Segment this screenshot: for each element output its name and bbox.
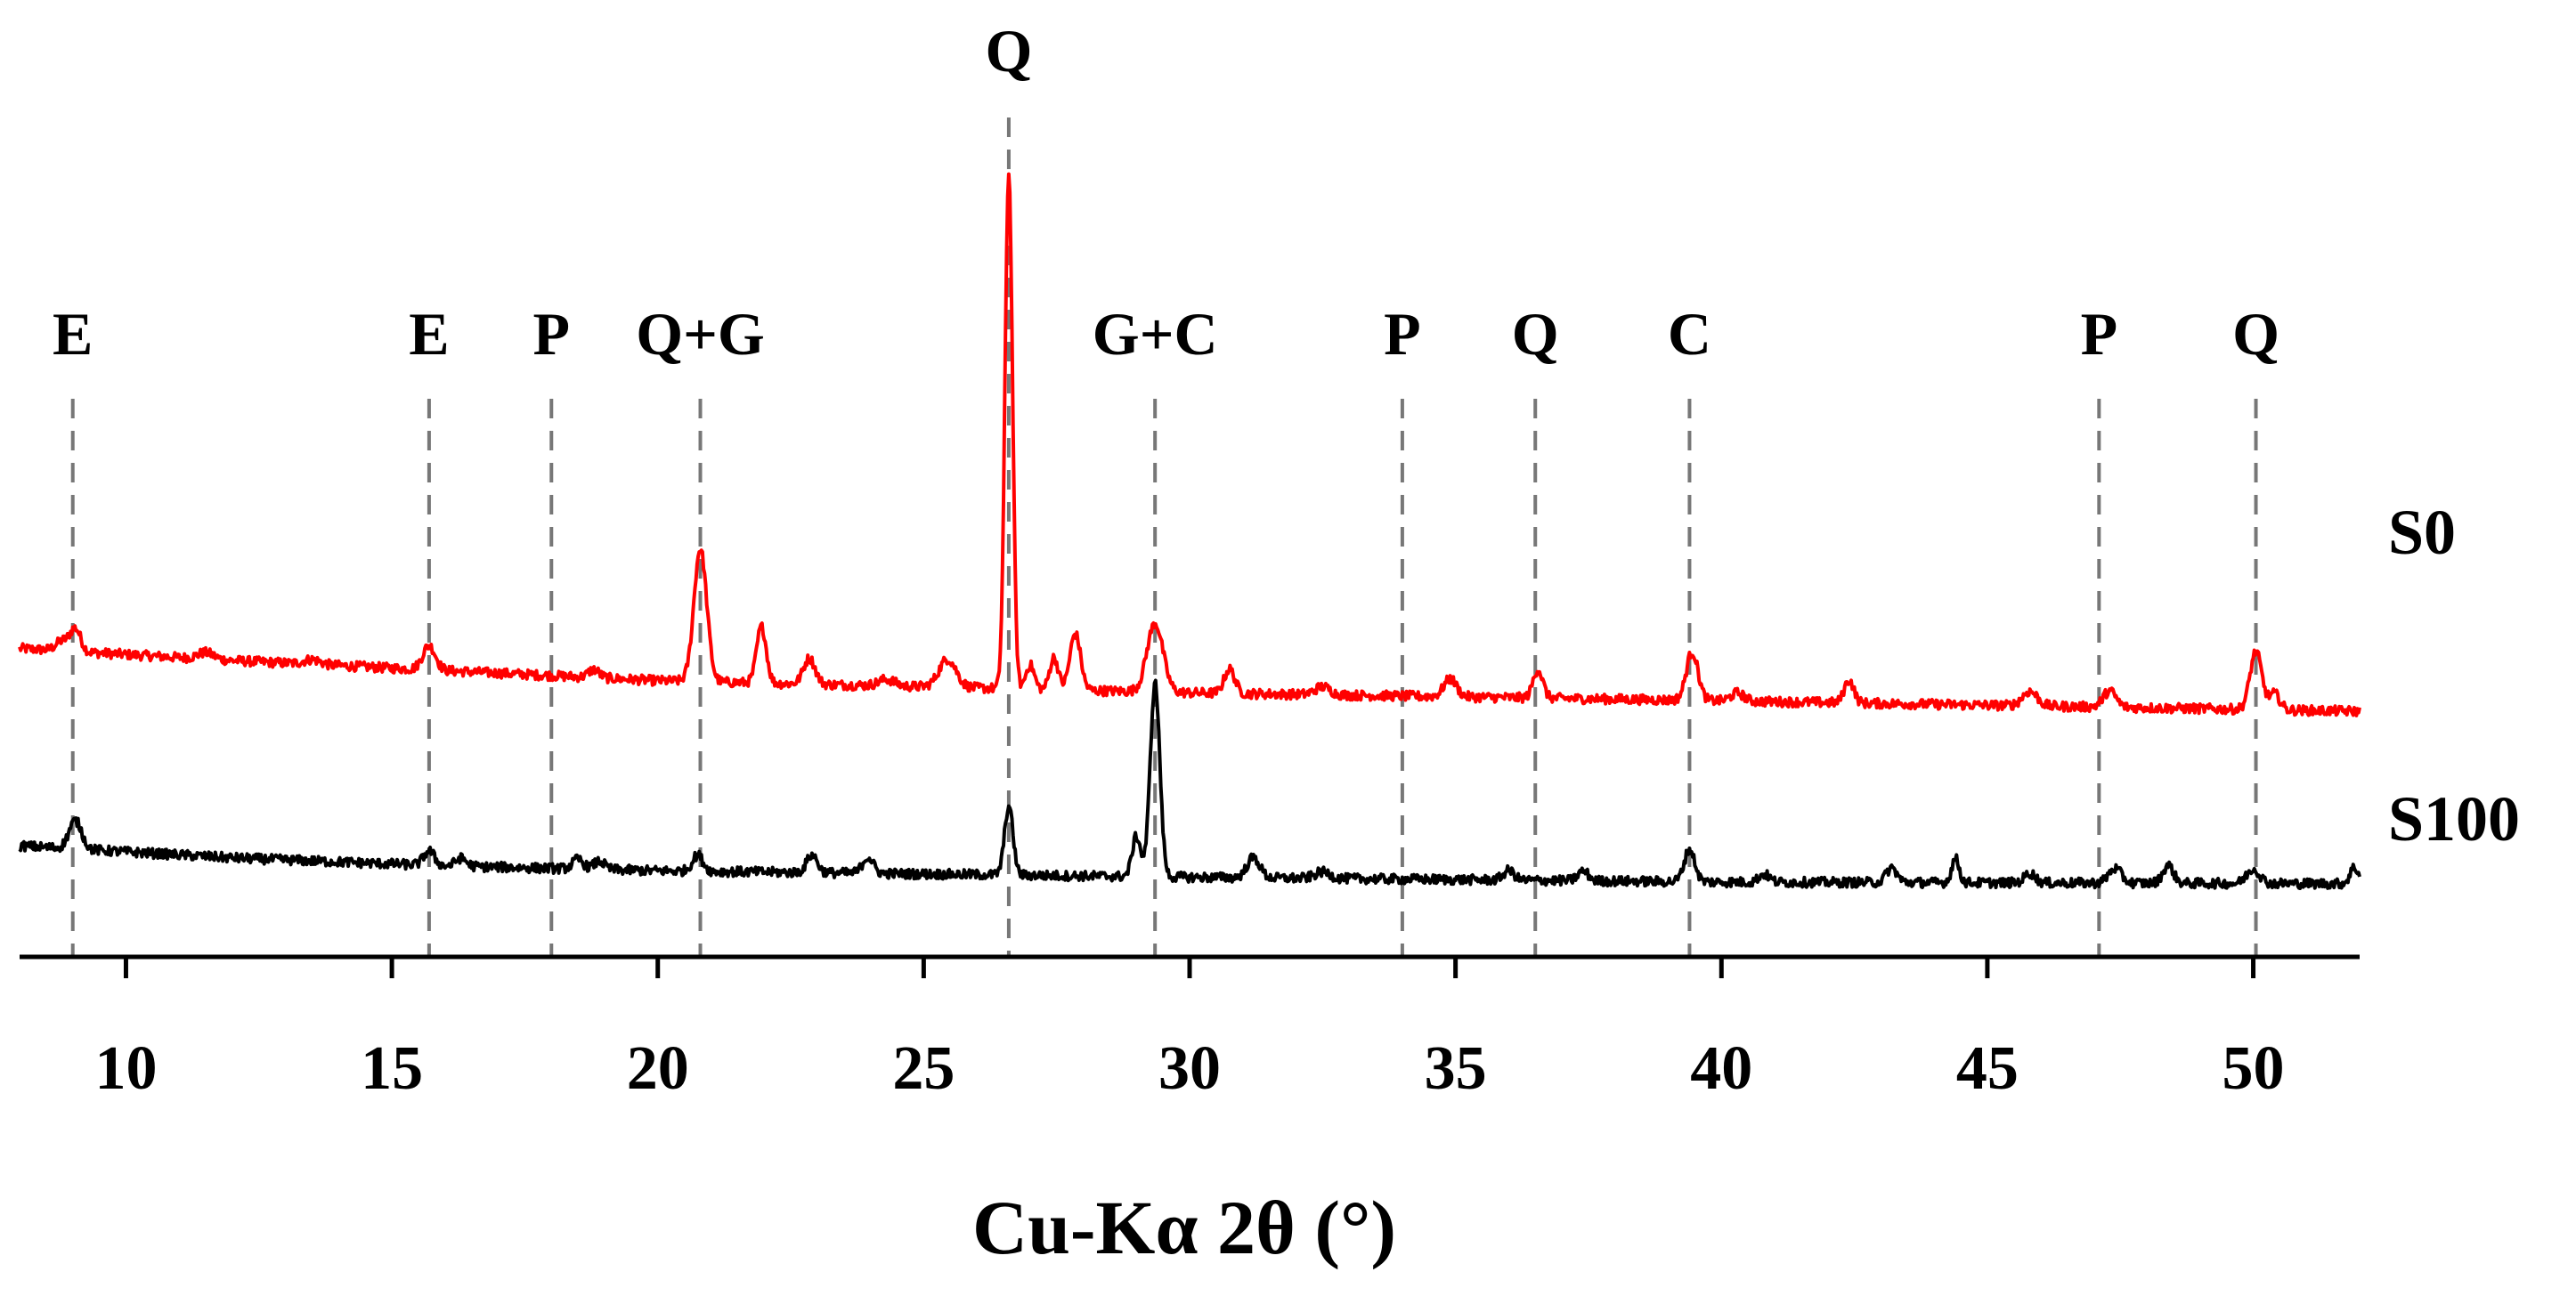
x-tick-label-40: 40 xyxy=(1690,1034,1752,1103)
series-line-s0 xyxy=(18,172,2361,717)
peak-label: Q xyxy=(2232,300,2279,368)
peak-label: C xyxy=(1668,300,1711,368)
peak-label: P xyxy=(532,300,570,368)
x-tick-label-50: 50 xyxy=(2223,1034,2285,1103)
x-tick-label-10: 10 xyxy=(94,1034,157,1103)
x-tick-group: 10 15 20 25 30 35 40 45 50 xyxy=(94,957,2285,1103)
series-label-s0: S0 xyxy=(2388,497,2456,568)
peak-marker-group: E E P Q+G Q G+C P Q C P Q xyxy=(53,17,2279,955)
peak-label: Q+G xyxy=(636,300,765,368)
x-tick-label-35: 35 xyxy=(1425,1034,1487,1103)
series-group: S0 S100 xyxy=(18,172,2520,890)
peak-label: Q xyxy=(985,17,1032,85)
x-tick-label-45: 45 xyxy=(1956,1034,2019,1103)
peak-label: E xyxy=(409,300,449,368)
x-tick-label-25: 25 xyxy=(892,1034,955,1103)
series-line-s100 xyxy=(18,678,2361,890)
x-axis-title: Cu-Kα 2θ (°) xyxy=(972,1185,1396,1270)
peak-label: P xyxy=(1384,300,1421,368)
peak-label: G+C xyxy=(1093,300,1218,368)
x-tick-label-15: 15 xyxy=(361,1034,423,1103)
peak-label: E xyxy=(53,300,93,368)
x-tick-label-20: 20 xyxy=(627,1034,689,1103)
series-label-s100: S100 xyxy=(2388,783,2520,855)
peak-label: P xyxy=(2081,300,2118,368)
x-tick-label-30: 30 xyxy=(1158,1034,1221,1103)
peak-label: Q xyxy=(1512,300,1559,368)
